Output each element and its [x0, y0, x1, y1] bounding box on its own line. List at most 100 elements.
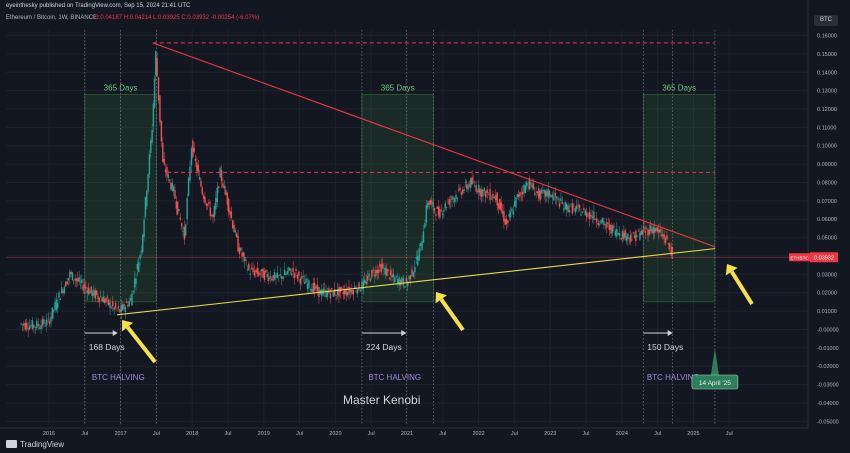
candle-body [124, 307, 126, 312]
x-tick-label: 2020 [329, 431, 341, 437]
candle-body [245, 259, 247, 261]
candle-body [147, 174, 149, 192]
x-tick-label: 2022 [472, 431, 484, 437]
candle-body [63, 286, 66, 293]
candle-body [106, 297, 109, 299]
day-count-label: 150 Days [647, 342, 683, 352]
candle-body [323, 289, 326, 291]
candle-body [114, 303, 117, 308]
candle-body [554, 192, 556, 197]
candle-body [238, 247, 241, 255]
candle-body [209, 207, 212, 217]
candle-body [629, 234, 632, 243]
candle-body [414, 266, 416, 273]
candle-body [155, 51, 157, 76]
candle-body [405, 277, 407, 284]
candle-body [365, 281, 367, 285]
candle-body [658, 229, 660, 233]
candle-body [79, 281, 82, 283]
candle-body [276, 272, 279, 278]
candle-body [586, 212, 588, 218]
candle-body [433, 208, 436, 211]
candle-body [588, 212, 591, 220]
candle-body [633, 235, 636, 239]
candle-body [250, 268, 253, 269]
candle-body [200, 180, 202, 187]
candle-body [178, 209, 180, 212]
candle-body [204, 196, 206, 203]
candle-body [296, 274, 299, 279]
candle-body [500, 202, 502, 212]
candle-body [23, 323, 25, 326]
candle-body [412, 272, 415, 277]
candle-body [40, 324, 42, 330]
candle-body [422, 231, 425, 243]
candle-body [121, 304, 124, 311]
candle-body [429, 200, 432, 205]
candle-body [636, 236, 638, 237]
candle-body [587, 214, 589, 216]
candle-body [597, 222, 599, 226]
candle-body [507, 220, 509, 223]
currency-badge[interactable]: BTC [814, 15, 838, 26]
candle-body [463, 189, 465, 192]
candle-body [231, 220, 234, 228]
candle-body [279, 274, 281, 276]
candle-body [70, 271, 72, 274]
candle-body [394, 277, 396, 282]
candle-body [467, 185, 469, 191]
candle-body [255, 269, 257, 273]
candle-body [135, 278, 137, 284]
candle-body [82, 285, 84, 291]
candle-body [540, 189, 543, 194]
candle-body [628, 237, 630, 239]
candle-body [326, 291, 329, 297]
candle-body [375, 269, 377, 277]
candle-body [411, 269, 413, 276]
date-callout-box [691, 374, 739, 390]
candle-body [144, 197, 147, 217]
candle-body [234, 230, 237, 233]
candle-body [381, 263, 384, 268]
candle-body [311, 288, 313, 292]
candle-body [142, 234, 144, 253]
candle-body [600, 219, 602, 224]
candle-body [189, 166, 191, 181]
candle-body [62, 290, 64, 294]
candle-body [591, 216, 594, 218]
candle-body [538, 188, 540, 199]
x-tick-label: Jul [654, 431, 661, 437]
candle-body [482, 189, 484, 197]
tradingview-logo[interactable]: TradingView [6, 438, 64, 450]
candle-body [577, 204, 579, 206]
candle-body [167, 174, 169, 179]
candle-body [489, 188, 491, 201]
candle-body [402, 278, 405, 286]
candle-body [520, 192, 523, 194]
candle-body [101, 298, 103, 302]
candle-body [21, 324, 24, 325]
x-tick-label: 2025 [687, 431, 699, 437]
candle-body [90, 286, 92, 293]
y-tick-label: 0.10000 [817, 144, 837, 150]
candle-body [51, 307, 54, 319]
candle-body [660, 235, 663, 236]
candle-body [112, 301, 114, 307]
candle-body [236, 233, 238, 237]
candle-body [31, 320, 34, 330]
candle-body [444, 203, 446, 209]
candle-body [613, 226, 615, 228]
candle-body [440, 210, 442, 211]
candle-body [567, 205, 569, 212]
candle-body [128, 301, 130, 306]
candle-body [30, 324, 32, 327]
candle-body [543, 189, 545, 194]
candle-body [445, 207, 448, 209]
candle-body [362, 280, 365, 290]
candle-body [262, 268, 264, 278]
candle-body [388, 278, 391, 279]
candle-body [417, 255, 419, 266]
candle-body [509, 211, 512, 218]
candle-body [508, 213, 510, 217]
